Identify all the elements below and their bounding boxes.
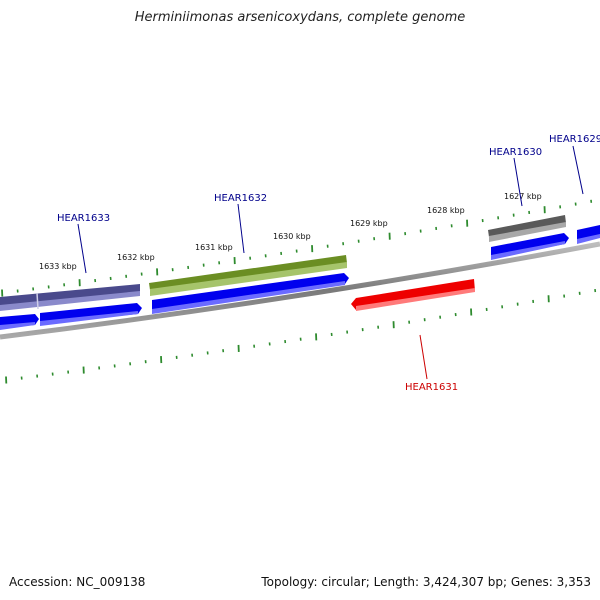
gene-label-hear1632[interactable]: HEAR1632 [214,193,267,204]
kbp-label: 1630 kbp [273,232,311,241]
gene-feature-hear1632[interactable] [149,255,347,296]
kbp-label: 1629 kbp [350,219,388,228]
gene-feature-hear1630[interactable] [488,215,566,242]
kbp-label: 1631 kbp [195,243,233,252]
cds-feature[interactable] [0,314,39,330]
kbp-label: 1628 kbp [427,206,465,215]
leader-line [237,203,245,254]
cds-feature[interactable] [152,273,349,314]
gene-label-hear1633[interactable]: HEAR1633 [57,213,110,224]
gene-label-hear1631[interactable]: HEAR1631 [405,382,458,393]
kbp-label: 1627 kbp [504,192,542,201]
genome-backbone [0,241,600,340]
cds-feature[interactable] [491,233,569,260]
leader-line [513,157,523,207]
leader-line [77,223,87,274]
gene-label-hear1630[interactable]: HEAR1630 [489,147,542,158]
leader-line [572,145,584,195]
cds-feature[interactable] [40,303,142,326]
gene-label-hear1629[interactable]: HEAR1629 [549,134,600,145]
inner-tick-ruler [5,288,597,384]
leader-line [419,334,428,380]
cds-feature[interactable] [577,225,600,244]
map-title: Herminiimonas arsenicoxydans, complete g… [134,10,466,25]
gene-feature-hear1631[interactable] [351,279,475,311]
gene-feature-hear1633[interactable] [0,284,140,311]
kbp-label: 1633 kbp [39,262,77,271]
kbp-label: 1632 kbp [117,253,155,262]
outer-tick-ruler [1,199,593,297]
genome-summary: Topology: circular; Length: 3,424,307 bp… [261,575,591,589]
accession-text: Accession: NC_009138 [9,575,146,589]
